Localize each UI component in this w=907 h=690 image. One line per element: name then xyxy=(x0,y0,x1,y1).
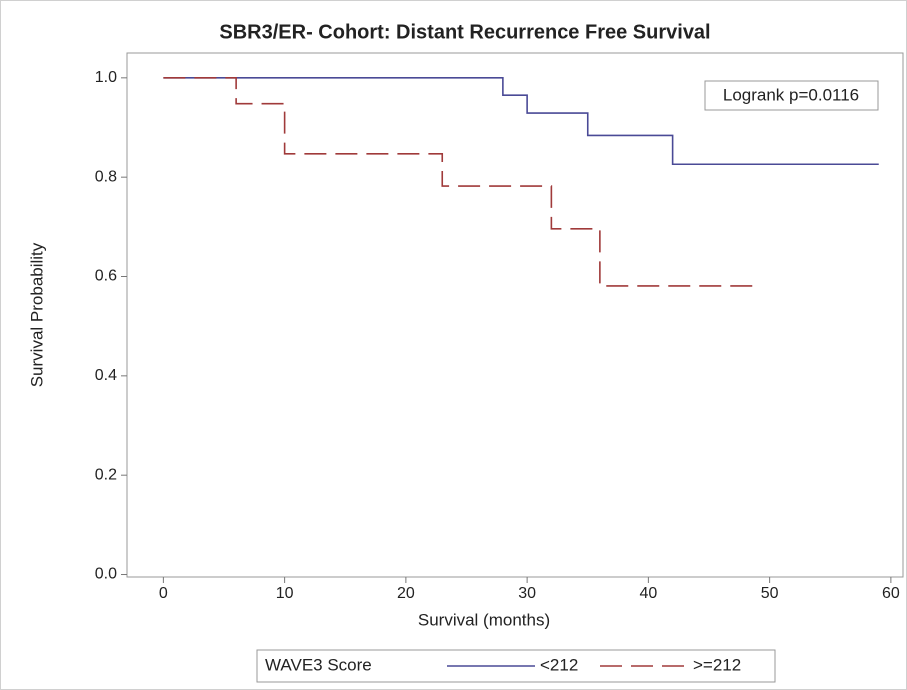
x-tick-label: 20 xyxy=(397,585,415,602)
y-tick-label: 0.0 xyxy=(95,566,117,583)
y-axis-label: Survival Probability xyxy=(27,242,46,387)
survival-line xyxy=(163,77,758,287)
x-axis-label: Survival (months) xyxy=(418,610,550,629)
legend-label: <212 xyxy=(540,655,578,674)
legend-title: WAVE3 Score xyxy=(265,655,372,674)
x-tick-label: 30 xyxy=(518,585,536,602)
y-tick-label: 1.0 xyxy=(95,69,117,86)
plot-frame xyxy=(126,52,904,578)
y-tick-label: 0.4 xyxy=(95,367,117,384)
annotation: Logrank p=0.0116 xyxy=(723,85,859,104)
x-tick-label: 0 xyxy=(159,585,168,602)
y-tick-label: 0.2 xyxy=(95,466,117,483)
x-tick-label: 40 xyxy=(639,585,657,602)
annotation-box xyxy=(704,80,879,111)
legend-label: >=212 xyxy=(693,655,741,674)
y-tick-label: 0.6 xyxy=(95,268,117,285)
survival-line xyxy=(163,77,879,166)
x-tick-label: 50 xyxy=(761,585,779,602)
x-tick-label: 10 xyxy=(276,585,294,602)
x-tick-label: 60 xyxy=(882,585,900,602)
chart-title: SBR3/ER- Cohort: Distant Recurrence Free… xyxy=(219,21,710,43)
y-tick-label: 0.8 xyxy=(95,168,117,185)
